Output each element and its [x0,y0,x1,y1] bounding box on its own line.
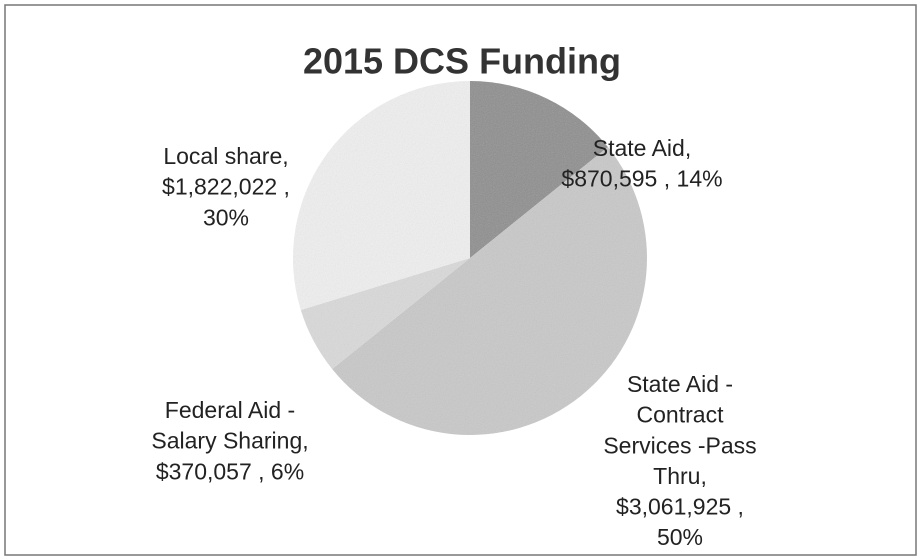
data-label: 50% [657,524,703,550]
data-label: Services -Pass [603,432,756,458]
pie-slice [293,81,470,311]
data-label: $370,057 , 6% [156,458,304,484]
data-label: Federal Aid - [165,397,295,423]
data-label: $870,595 , 14% [561,166,722,192]
data-label: Local share, [163,143,288,169]
data-label: State Aid - [627,371,733,397]
data-label: Contract [637,402,725,428]
pie-slice [300,258,470,370]
data-label: $1,822,022 , [162,174,290,200]
data-label: Salary Sharing, [151,428,308,454]
pie-slice [470,81,608,258]
pie-slice [332,147,647,435]
pie [293,81,647,435]
data-label: State Aid, [593,135,691,161]
data-label: 30% [203,204,249,230]
data-label: $3,061,925 , [616,493,744,519]
data-label: Thru, [653,463,707,489]
chart-title: 2015 DCS Funding [303,41,621,82]
